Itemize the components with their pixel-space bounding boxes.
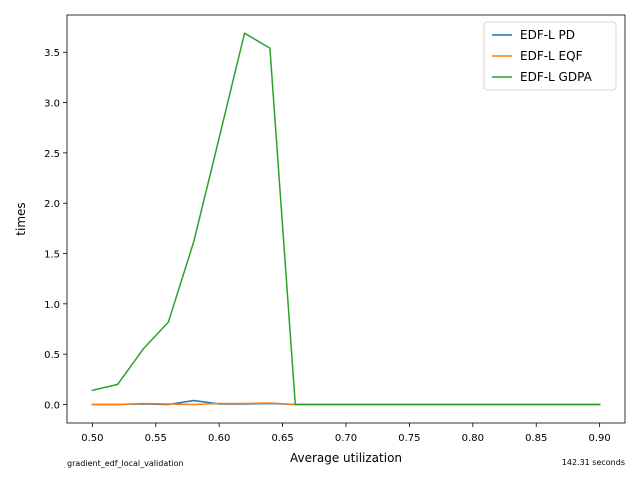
legend-label: EDF-L EQF	[520, 49, 583, 63]
x-tick-label: 0.90	[589, 433, 611, 444]
series-layer	[91, 32, 601, 406]
y-axis-label: times	[14, 202, 28, 235]
y-tick-label: 3.0	[44, 99, 60, 110]
x-axis-label: Average utilization	[290, 451, 402, 465]
x-tick-label: 0.60	[208, 433, 230, 444]
legend: EDF-L PD EDF-L EQF EDF-L GDPA	[483, 21, 617, 91]
x-tick-label: 0.55	[145, 433, 167, 444]
footer-left-text: gradient_edf_local_validation	[67, 459, 184, 468]
legend-label: EDF-L GDPA	[520, 70, 593, 84]
y-tick-label: 0.5	[44, 350, 60, 361]
legend-label: EDF-L PD	[520, 28, 575, 42]
legend-box	[483, 21, 617, 91]
x-tick-label: 0.85	[525, 433, 547, 444]
x-tick-label: 0.80	[462, 433, 484, 444]
x-tick-label: 0.50	[81, 433, 103, 444]
x-tick-label: 0.75	[398, 433, 420, 444]
y-tick-label: 1.0	[44, 300, 60, 311]
y-tick-label: 3.5	[44, 48, 60, 59]
footer-right-text: 142.31 seconds	[562, 458, 625, 467]
x-tick-label: 0.70	[335, 433, 357, 444]
y-tick-label: 0.0	[44, 400, 60, 411]
series-line-2	[91, 32, 601, 406]
y-tick-label: 2.0	[44, 199, 60, 210]
y-axis: 0.0 0.5 1.0 1.5 2.0 2.5 3.0 3.5	[44, 48, 67, 411]
x-axis: 0.50 0.55 0.60 0.65 0.70 0.75 0.80 0.85 0.90	[81, 423, 611, 444]
y-tick-label: 1.5	[44, 250, 60, 261]
y-tick-label: 2.5	[44, 149, 60, 160]
x-tick-label: 0.65	[271, 433, 293, 444]
